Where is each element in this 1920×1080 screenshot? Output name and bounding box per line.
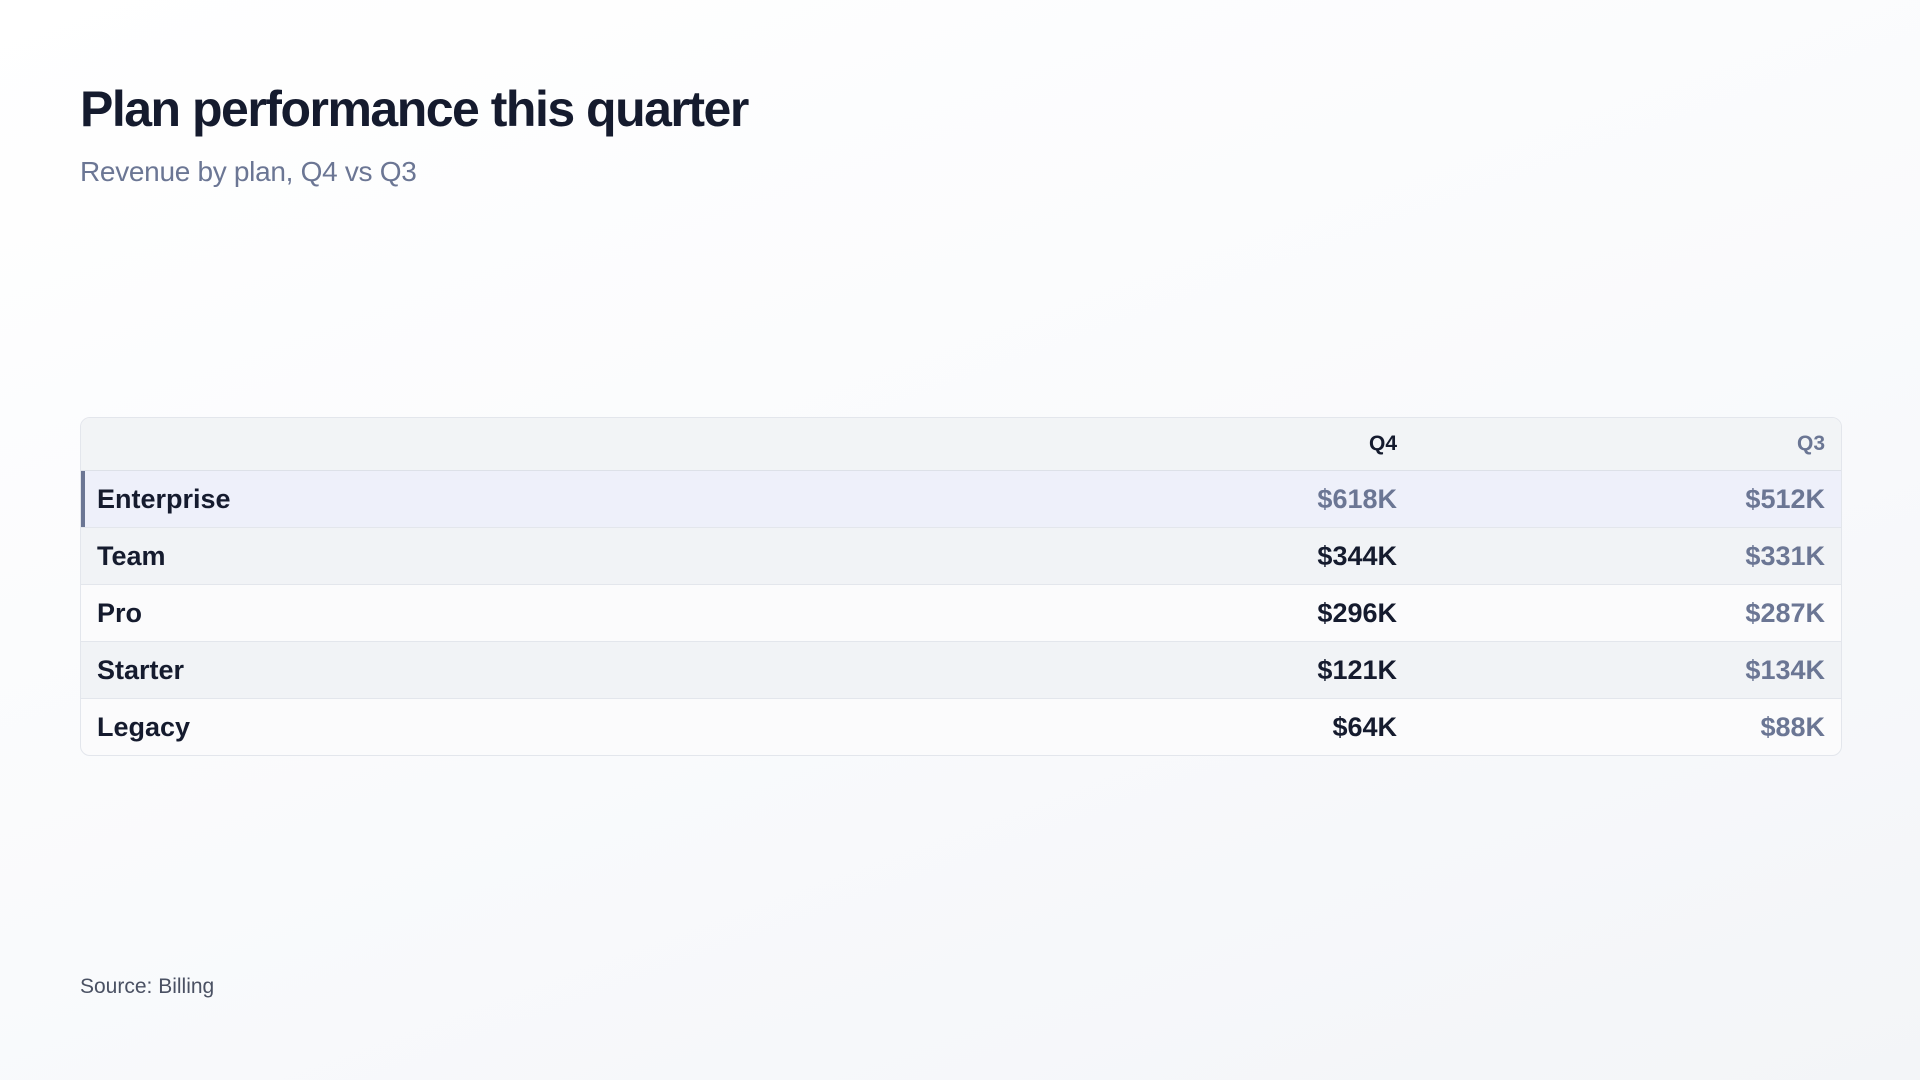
table-row: Pro $296K $287K xyxy=(81,584,1841,641)
plan-cell: Legacy xyxy=(97,711,191,742)
plan-cell: Team xyxy=(97,540,166,571)
value-cell: $64K xyxy=(1332,711,1397,742)
value-cell: $287K xyxy=(1745,597,1825,628)
title: Plan performance this quarter xyxy=(80,81,749,137)
plan-cell: Starter xyxy=(97,654,185,685)
table-row: Starter $121K $134K xyxy=(81,641,1841,698)
header-cell: Q3 xyxy=(1796,432,1825,455)
subtitle: Revenue by plan, Q4 vs Q3 xyxy=(80,156,417,187)
value-cell: $331K xyxy=(1745,540,1825,571)
header-row: Q4 Q3 xyxy=(81,418,1841,471)
value-cell: $121K xyxy=(1317,654,1397,685)
value-cell: $134K xyxy=(1745,654,1825,685)
value-cell: $88K xyxy=(1760,711,1825,742)
plan-cell: Pro xyxy=(97,597,143,628)
value-cell: $344K xyxy=(1317,540,1397,571)
value-cell: $512K xyxy=(1745,483,1825,514)
table-row: Team $344K $331K xyxy=(81,527,1841,584)
table-row: Enterprise $618K $512K xyxy=(81,471,1841,527)
header-cell: Q4 xyxy=(1368,432,1397,455)
value-cell: $296K xyxy=(1317,597,1397,628)
source: Source: Billing xyxy=(80,975,215,998)
table: Q4 Q3 Enterprise $618K $512K Team $344K $331K… xyxy=(80,417,1842,756)
table-row: Legacy $64K $88K xyxy=(81,698,1841,755)
plan-cell: Enterprise xyxy=(97,483,231,514)
value-cell: $618K xyxy=(1317,483,1397,514)
